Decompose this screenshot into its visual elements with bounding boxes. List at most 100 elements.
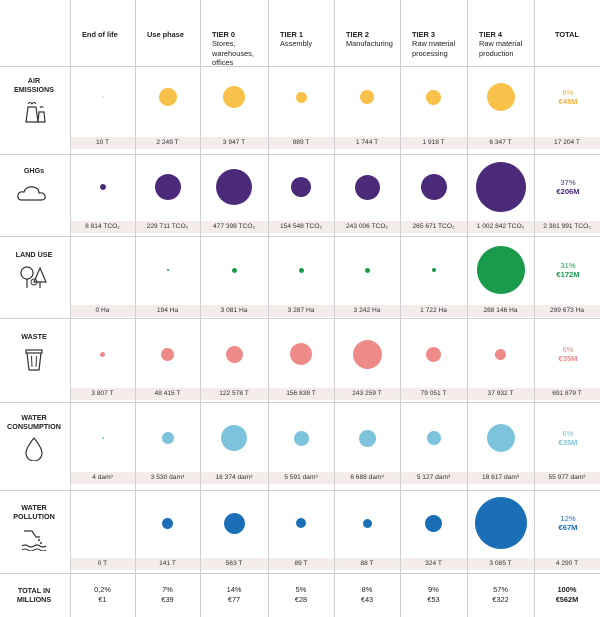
impact-circle: [161, 347, 174, 361]
column-divider: [400, 0, 401, 617]
impact-circle: [298, 267, 304, 273]
row-label: LAND USE: [4, 250, 64, 259]
column-title: TIER 3: [412, 30, 435, 39]
total-euro: €67M: [558, 523, 578, 532]
value-cell: 1 744 T: [355, 139, 379, 146]
value-cell: 288 146 Ha: [483, 307, 518, 314]
column-divider: [268, 0, 269, 617]
bottom-euro: €562M: [555, 594, 579, 604]
value-cell: 3 242 Ha: [353, 307, 381, 314]
row-divider: [0, 490, 600, 491]
column-header: TOTAL: [534, 30, 600, 39]
impact-circle: [296, 518, 306, 528]
total-percent: 37%: [560, 178, 576, 187]
value-cell: 3 081 Ha: [220, 307, 248, 314]
value-cell: 3 287 Ha: [287, 307, 315, 314]
value-cell: 18 617 dam³: [481, 474, 520, 481]
column-subtitle: Raw material processing: [412, 39, 456, 58]
impact-circle: [475, 162, 526, 212]
row-label: WATER POLLUTION: [4, 503, 64, 521]
column-header: TIER 3 Raw material processing: [412, 30, 463, 58]
total-share: 6% €35M: [536, 429, 600, 447]
value-cell: 229 711 TCO₂: [146, 223, 189, 230]
value-cell: 3 530 dam³: [150, 474, 185, 481]
value-cell: 2 249 T: [156, 139, 179, 146]
column-title: TIER 1: [280, 30, 303, 39]
impact-circle: [158, 88, 177, 106]
impact-circle: [486, 83, 515, 111]
cloud-icon: [14, 180, 54, 206]
total-euro: €172M: [556, 270, 580, 279]
impact-circle: [354, 174, 380, 200]
impact-circle: [223, 512, 245, 534]
row-label: WASTE: [4, 332, 64, 341]
bottom-total-cell: 9% €53: [400, 585, 467, 604]
value-cell: 4 dam³: [92, 474, 113, 481]
bottom-euro: €39: [161, 594, 174, 604]
total-share: 6% €35M: [536, 345, 600, 363]
impact-circle: [291, 177, 311, 197]
total-percent: 6%: [562, 429, 574, 438]
value-cell: 691 879 T: [552, 390, 582, 397]
bottom-percent: 9%: [428, 585, 439, 594]
impact-circle: [425, 514, 442, 532]
column-title: TIER 0: [212, 30, 235, 39]
impact-circle: [223, 86, 245, 108]
total-percent: 12%: [560, 514, 576, 523]
bottom-percent: 7%: [162, 585, 173, 594]
row-divider: [0, 236, 600, 237]
total-share: 8% €48M: [536, 88, 600, 106]
bottom-total-cell: 0,2% €1: [70, 585, 135, 604]
value-cell: 3 947 T: [222, 139, 246, 146]
impact-circle: [154, 174, 181, 200]
bottom-percent: 100%: [557, 585, 577, 594]
row-label-line: WASTE: [21, 332, 47, 341]
total-euro: €35M: [558, 438, 578, 447]
impact-circle: [99, 184, 106, 190]
total-share: 31% €172M: [536, 261, 600, 279]
impact-circle: [216, 169, 252, 205]
bottom-euro: €77: [227, 594, 241, 604]
value-cell: 0 T: [97, 560, 108, 567]
row-label-line: EMISSIONS: [14, 85, 54, 94]
impact-circle: [426, 89, 441, 105]
trash-bin-icon: [14, 346, 54, 372]
impact-circle: [352, 339, 382, 369]
bottom-total-cell: 7% €39: [135, 585, 200, 604]
bottom-euro: €322: [492, 594, 509, 604]
impact-circle: [101, 437, 104, 439]
bottom-total-cell: 14% €77: [200, 585, 268, 604]
value-cell: 3 807 T: [91, 390, 114, 397]
row-label-line: TOTAL IN: [17, 586, 51, 595]
impact-circle: [495, 348, 506, 360]
impact-circle: [231, 267, 237, 273]
water-pollution-icon: [14, 525, 54, 552]
impact-circle: [364, 267, 370, 273]
row-divider: [0, 154, 600, 155]
value-cell: 88 T: [360, 560, 374, 567]
column-header: TIER 0 Stores, warehouses, offices: [212, 30, 264, 68]
value-cell: 243 259 T: [352, 390, 382, 397]
column-title: TOTAL: [555, 30, 579, 39]
value-cell: 6 688 dam³: [350, 474, 384, 481]
value-cell: 122 578 T: [219, 390, 249, 397]
value-cell: 324 T: [425, 560, 442, 567]
row-label-line: CONSUMPTION: [7, 422, 61, 431]
bottom-euro: €53: [427, 594, 440, 604]
row-label: AIR EMISSIONS: [4, 76, 64, 94]
column-subtitle: Assembly: [280, 39, 313, 49]
total-percent: 31%: [560, 261, 576, 270]
value-cell: 79 051 T: [420, 390, 447, 397]
impact-circle: [362, 518, 372, 528]
trees-icon: [14, 264, 54, 290]
column-header: TIER 2 Manufacturing: [346, 30, 396, 49]
column-divider: [467, 0, 468, 617]
impact-circle: [100, 351, 105, 357]
value-cell: 4 290 T: [555, 560, 579, 567]
value-cell: 0 Ha: [95, 307, 110, 314]
value-cell: 194 Ha: [156, 307, 179, 314]
impact-circle: [162, 517, 173, 529]
impact-circle: [225, 345, 243, 363]
row-label-line: POLLUTION: [13, 512, 55, 521]
